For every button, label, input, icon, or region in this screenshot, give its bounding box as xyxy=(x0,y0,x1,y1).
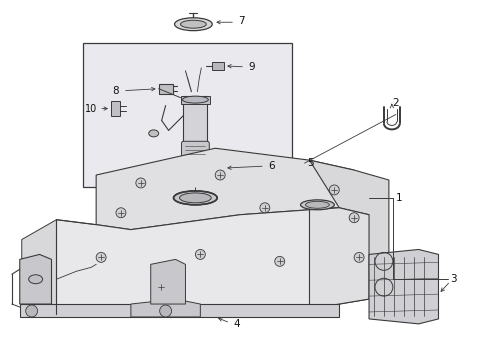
Text: 5: 5 xyxy=(308,158,314,168)
Polygon shape xyxy=(310,208,369,309)
Text: 8: 8 xyxy=(112,86,119,96)
Bar xyxy=(183,96,207,143)
Ellipse shape xyxy=(173,191,217,205)
Circle shape xyxy=(329,185,339,195)
Bar xyxy=(180,96,210,104)
Bar xyxy=(159,84,172,94)
Circle shape xyxy=(156,282,166,292)
Text: 4: 4 xyxy=(233,319,240,329)
Ellipse shape xyxy=(306,201,329,208)
Circle shape xyxy=(349,213,359,223)
Circle shape xyxy=(215,170,225,180)
Ellipse shape xyxy=(29,275,43,284)
Circle shape xyxy=(116,208,126,218)
Polygon shape xyxy=(369,249,439,324)
Circle shape xyxy=(196,249,205,260)
Circle shape xyxy=(260,203,270,213)
Circle shape xyxy=(25,305,38,317)
Bar xyxy=(83,43,292,187)
Text: 1: 1 xyxy=(396,193,402,203)
Circle shape xyxy=(275,256,285,266)
Ellipse shape xyxy=(180,20,206,28)
Ellipse shape xyxy=(179,193,211,203)
FancyBboxPatch shape xyxy=(181,141,209,161)
Polygon shape xyxy=(96,148,354,230)
Polygon shape xyxy=(22,220,56,314)
Text: 7: 7 xyxy=(238,16,245,26)
Ellipse shape xyxy=(149,130,159,137)
Polygon shape xyxy=(131,299,200,317)
Polygon shape xyxy=(20,304,339,317)
Circle shape xyxy=(354,252,364,262)
Polygon shape xyxy=(151,260,185,304)
Circle shape xyxy=(96,252,106,262)
Polygon shape xyxy=(310,160,389,279)
Ellipse shape xyxy=(174,18,212,31)
Text: 10: 10 xyxy=(85,104,97,113)
Ellipse shape xyxy=(182,96,208,103)
Text: 6: 6 xyxy=(268,161,274,171)
Bar xyxy=(111,100,120,117)
Text: 2: 2 xyxy=(392,98,398,108)
Text: 9: 9 xyxy=(248,62,255,72)
Ellipse shape xyxy=(300,200,334,210)
Circle shape xyxy=(136,178,146,188)
Circle shape xyxy=(160,305,172,317)
Text: 3: 3 xyxy=(450,274,457,284)
Bar xyxy=(212,62,224,70)
Polygon shape xyxy=(20,255,51,304)
Polygon shape xyxy=(56,208,369,314)
